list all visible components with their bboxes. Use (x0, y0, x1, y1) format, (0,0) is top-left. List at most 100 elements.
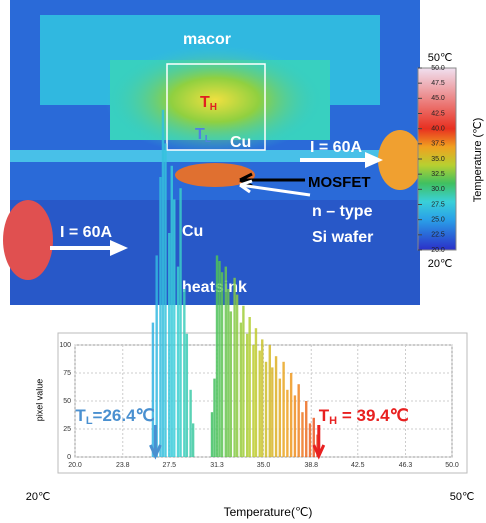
label-th: TH (200, 94, 217, 112)
colorbar-tick-label: 42.5 (431, 110, 445, 117)
x-tick-label: 31.3 (210, 462, 224, 469)
label-n-type: n – type (312, 203, 373, 220)
thermal-image: macor TH TL Cu I = 60A I = 60A MOSFET n … (3, 0, 422, 305)
x-tick-label: 38.8 (304, 462, 318, 469)
x-left-label: 20℃ (26, 491, 51, 503)
bar (215, 255, 219, 457)
bar (293, 395, 297, 457)
bar (239, 322, 243, 457)
label-tl-main: T (195, 126, 205, 143)
x-tick-label: 50.0 (445, 462, 459, 469)
bar (289, 373, 293, 457)
x-tick-label: 20.0 (68, 462, 82, 469)
bar (258, 350, 261, 457)
label-heatsink: heatsink (182, 279, 247, 296)
bar (176, 266, 180, 457)
bar (261, 339, 264, 457)
annotation-rest: = 39.4℃ (337, 406, 409, 425)
x-tick-label: 27.5 (162, 462, 176, 469)
colorbar-tick-label: 25.0 (431, 217, 445, 224)
bar (297, 384, 300, 457)
x-tick-label: 42.5 (351, 462, 365, 469)
x-right-label: 50℃ (450, 491, 475, 503)
bar (248, 317, 251, 457)
label-th-main: T (200, 94, 210, 111)
bar (179, 188, 182, 457)
bar (312, 417, 315, 457)
bar (161, 109, 165, 458)
bar (286, 389, 289, 457)
colorbar-tick-label: 27.5 (431, 201, 445, 208)
bar (173, 199, 176, 457)
bar (235, 294, 239, 457)
bar (168, 233, 171, 457)
annotation-sub: L (86, 415, 93, 427)
bar (189, 389, 192, 457)
bar (220, 272, 224, 457)
y-tick-label: 0 (67, 454, 71, 461)
colorbar-tick-label: 22.5 (431, 232, 445, 239)
colorbar-tick-label: 45.0 (431, 95, 445, 102)
colorbar-tick-label: 30.0 (431, 186, 445, 193)
colorbar-tick-label: 32.5 (431, 171, 445, 178)
colorbar-tick-label: 20.0 (431, 247, 445, 254)
annotation-arrow (312, 425, 326, 460)
label-mosfet: MOSFET (308, 174, 371, 191)
y-tick-label: 100 (59, 342, 71, 349)
colorbar-gradient (417, 67, 457, 251)
bar (229, 311, 233, 457)
annotation: TH = 39.4℃ (319, 406, 409, 426)
colorbar-tick-label: 35.0 (431, 156, 445, 163)
colorbar-tick-label: 50.0 (431, 65, 445, 72)
label-macor: macor (183, 31, 231, 48)
colorbar: 50℃ 20℃ Temperature (℃) 50.0 47.5 45.0 42.5… (417, 52, 484, 270)
annotation-main: T (319, 406, 330, 425)
label-current-right: I = 60A (310, 139, 362, 156)
label-current-left: I = 60A (60, 224, 112, 241)
bar (271, 367, 274, 457)
colorbar-title: Temperature (℃) (472, 118, 484, 203)
label-si-wafer: Si wafer (312, 229, 373, 246)
bar (301, 412, 304, 457)
annotation-rest: =26.4℃ (93, 406, 155, 425)
x-tick-label: 35.0 (257, 462, 271, 469)
bar (224, 266, 227, 457)
annotation-sub: H (329, 415, 337, 427)
bar (227, 289, 230, 457)
bar (233, 277, 236, 457)
y-axis-label: pixel value (34, 379, 44, 422)
annotation-arrow (149, 425, 162, 460)
colorbar-tick-label: 40.0 (431, 126, 445, 133)
y-tick-label: 50 (63, 398, 71, 405)
bar (213, 378, 216, 457)
bar (245, 333, 249, 457)
x-tick-label: 46.3 (399, 462, 413, 469)
bar (264, 361, 268, 457)
colorbar-top-label: 50℃ (428, 52, 453, 64)
y-tick-label: 75 (63, 370, 71, 377)
bar (268, 345, 271, 457)
bar (191, 423, 195, 457)
bar (218, 261, 221, 457)
bar (183, 289, 186, 457)
bar (170, 165, 173, 458)
colorbar-bottom-label: 20℃ (428, 258, 453, 270)
x-tick-label: 23.8 (116, 462, 130, 469)
bar (305, 401, 308, 457)
bar (155, 255, 158, 457)
annotation-main: T (75, 406, 86, 425)
label-th-sub: H (210, 102, 217, 113)
x-axis-label: Temperature(℃) (224, 505, 313, 519)
bar (164, 143, 167, 457)
label-cu-bottom: Cu (182, 223, 203, 240)
label-tl: TL (195, 126, 211, 144)
colorbar-tick-label: 37.5 (431, 141, 445, 148)
y-tick-label: 25 (63, 426, 71, 433)
bar (151, 322, 155, 457)
bar (308, 423, 312, 457)
bar (278, 378, 282, 457)
bar (254, 328, 258, 457)
bar (252, 345, 255, 457)
annotation: TL=26.4℃ (75, 406, 154, 426)
